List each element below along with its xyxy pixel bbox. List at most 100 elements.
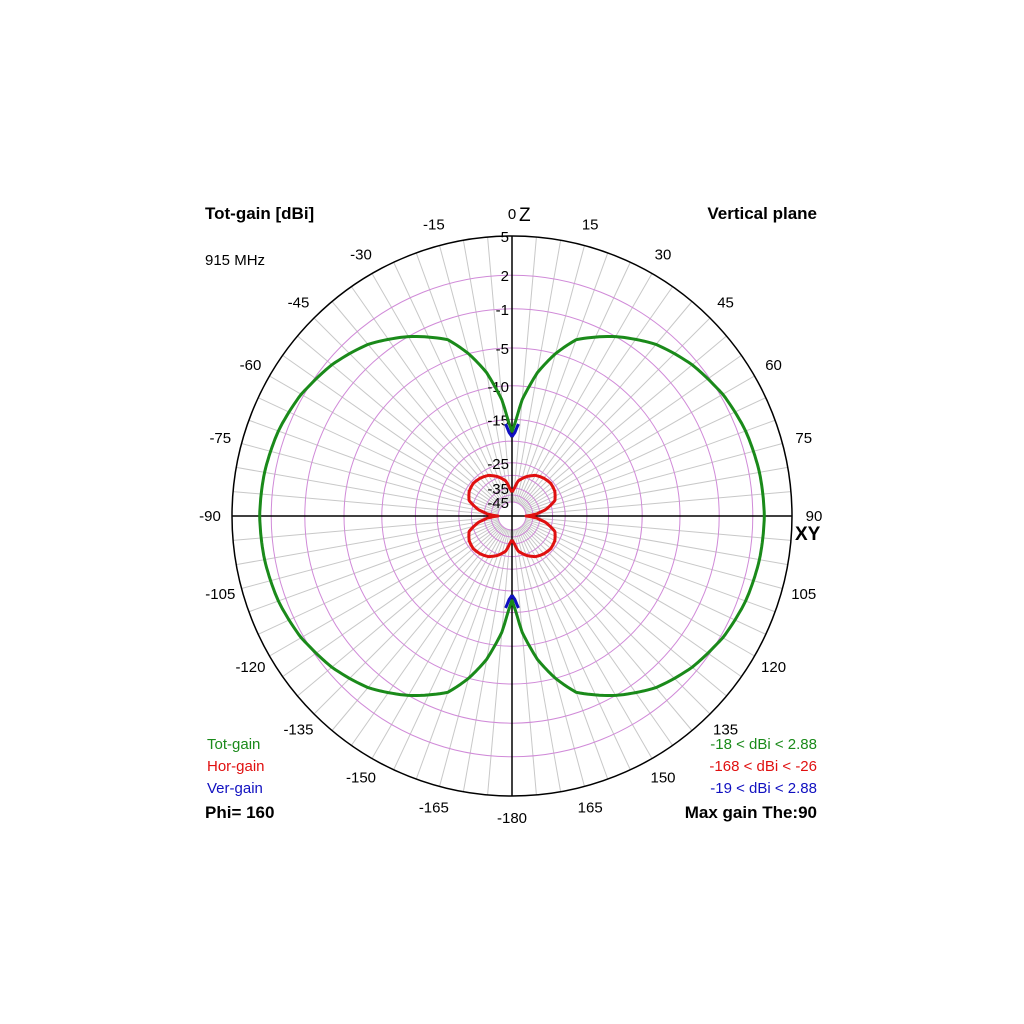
grid-spoke <box>233 491 499 516</box>
grid-spoke <box>518 273 653 505</box>
grid-spoke <box>523 375 755 510</box>
phi-label: Phi= 160 <box>205 803 275 822</box>
angle-tick-label: 75 <box>795 430 812 447</box>
legend-hor-gain: Hor-gain <box>207 758 265 775</box>
grid-spoke <box>393 262 507 504</box>
angle-tick-label: 15 <box>582 216 599 233</box>
grid-spoke <box>331 526 504 731</box>
grid-spoke <box>520 301 693 506</box>
grid-spoke <box>371 273 506 505</box>
grid-spoke <box>518 527 653 759</box>
grid-spoke <box>525 519 783 589</box>
grid-spoke <box>517 528 631 770</box>
angle-tick-label: -165 <box>419 800 449 817</box>
legend-tot-gain: Tot-gain <box>207 736 261 753</box>
angle-tick-label: 105 <box>791 586 816 603</box>
angle-tick-label: -120 <box>235 659 265 676</box>
series-hor-gain-left <box>467 473 514 559</box>
grid-spoke <box>258 521 500 635</box>
legend-ver-gain: Ver-gain <box>207 780 263 797</box>
radial-tick-label: -25 <box>487 456 509 473</box>
grid-spoke <box>517 262 631 504</box>
series-ver-gain-right <box>510 594 520 609</box>
plot-axes <box>231 235 793 797</box>
angle-tick-label: 120 <box>761 659 786 676</box>
grid-spoke <box>415 252 508 504</box>
radial-tick-label: 5 <box>501 229 509 246</box>
axis-label-z: Z <box>519 205 531 226</box>
angle-tick-label: -105 <box>205 586 235 603</box>
axis-label-xy: XY <box>795 524 821 545</box>
grid-spoke <box>523 523 742 678</box>
grid-spoke <box>282 523 501 678</box>
grid-spoke <box>512 237 537 503</box>
grid-spoke <box>241 519 499 589</box>
radial-tick-label: 2 <box>501 268 509 285</box>
range-tot-gain: -18 < dBi < 2.88 <box>710 736 817 753</box>
grid-spoke <box>512 529 537 795</box>
grid-spoke <box>524 397 766 511</box>
grid-spoke <box>524 520 776 613</box>
radial-tick-label: -15 <box>487 412 509 429</box>
radial-tick-label: -35 <box>487 481 509 498</box>
angle-tick-label: -15 <box>423 216 445 233</box>
grid-spoke <box>525 443 783 513</box>
angle-tick-label: -30 <box>350 246 372 263</box>
grid-spoke <box>233 516 499 541</box>
grid-spoke <box>258 397 500 511</box>
grid-spoke <box>524 521 766 635</box>
grid-spoke <box>523 522 755 657</box>
frequency-label: 915 MHz <box>205 252 266 269</box>
grid-spoke <box>523 354 742 509</box>
angle-tick-label: 45 <box>717 294 734 311</box>
plot-series <box>258 335 766 697</box>
angle-tick-label: -150 <box>346 770 376 787</box>
angle-tick-label: -45 <box>288 294 310 311</box>
grid-spoke <box>241 443 499 513</box>
grid-spoke <box>331 301 504 506</box>
series-hor-gain-right <box>510 473 557 559</box>
angle-tick-label: -180 <box>497 810 527 827</box>
grid-spoke <box>487 237 512 503</box>
grid-spoke <box>487 529 512 795</box>
series-ver-gain-left <box>504 423 514 438</box>
plane-label: Vertical plane <box>707 204 817 223</box>
grid-spoke <box>269 522 501 657</box>
grid-spoke <box>282 354 501 509</box>
grid-spoke <box>393 528 507 770</box>
grid-spoke <box>515 529 585 787</box>
grid-spoke <box>313 525 503 715</box>
chart-title: Tot-gain [dBi] <box>205 204 315 223</box>
grid-spoke <box>524 419 776 512</box>
series-ver-gain-left <box>504 594 514 609</box>
angle-tick-label: 90 <box>806 508 823 525</box>
range-ver-gain: -19 < dBi < 2.88 <box>710 780 817 797</box>
angle-tick-label: 30 <box>655 246 672 263</box>
max-gain-label: Max gain The:90 <box>684 803 817 822</box>
grid-spoke <box>439 529 509 787</box>
grid-spoke <box>519 527 674 746</box>
grid-spoke <box>525 466 788 515</box>
grid-spoke <box>313 317 503 507</box>
grid-spoke <box>248 520 500 613</box>
grid-spoke <box>236 517 499 566</box>
angle-tick-label: 165 <box>578 800 603 817</box>
series-tot-gain-left <box>258 335 514 697</box>
grid-spoke <box>525 517 788 566</box>
angle-tick-label: 135 <box>713 722 738 739</box>
range-hor-gain: -168 < dBi < -26 <box>709 758 817 775</box>
radial-tick-label: -45 <box>487 495 509 512</box>
grid-spoke <box>371 527 506 759</box>
grid-spoke <box>350 286 505 505</box>
radial-tick-label: -5 <box>496 341 509 358</box>
grid-spoke <box>269 375 501 510</box>
grid-spoke <box>519 286 674 505</box>
radial-tick-label: -1 <box>496 302 509 319</box>
plot-tick-labels: 0 15 30 45 60 75 90 105 120 135 150 165 -180 -165 -150… <box>199 206 822 827</box>
angle-tick-label: 0 <box>508 206 516 223</box>
angle-tick-label: 60 <box>765 357 782 374</box>
angle-tick-label: -75 <box>209 430 231 447</box>
grid-spoke <box>350 527 505 746</box>
angle-tick-label: -60 <box>240 357 262 374</box>
